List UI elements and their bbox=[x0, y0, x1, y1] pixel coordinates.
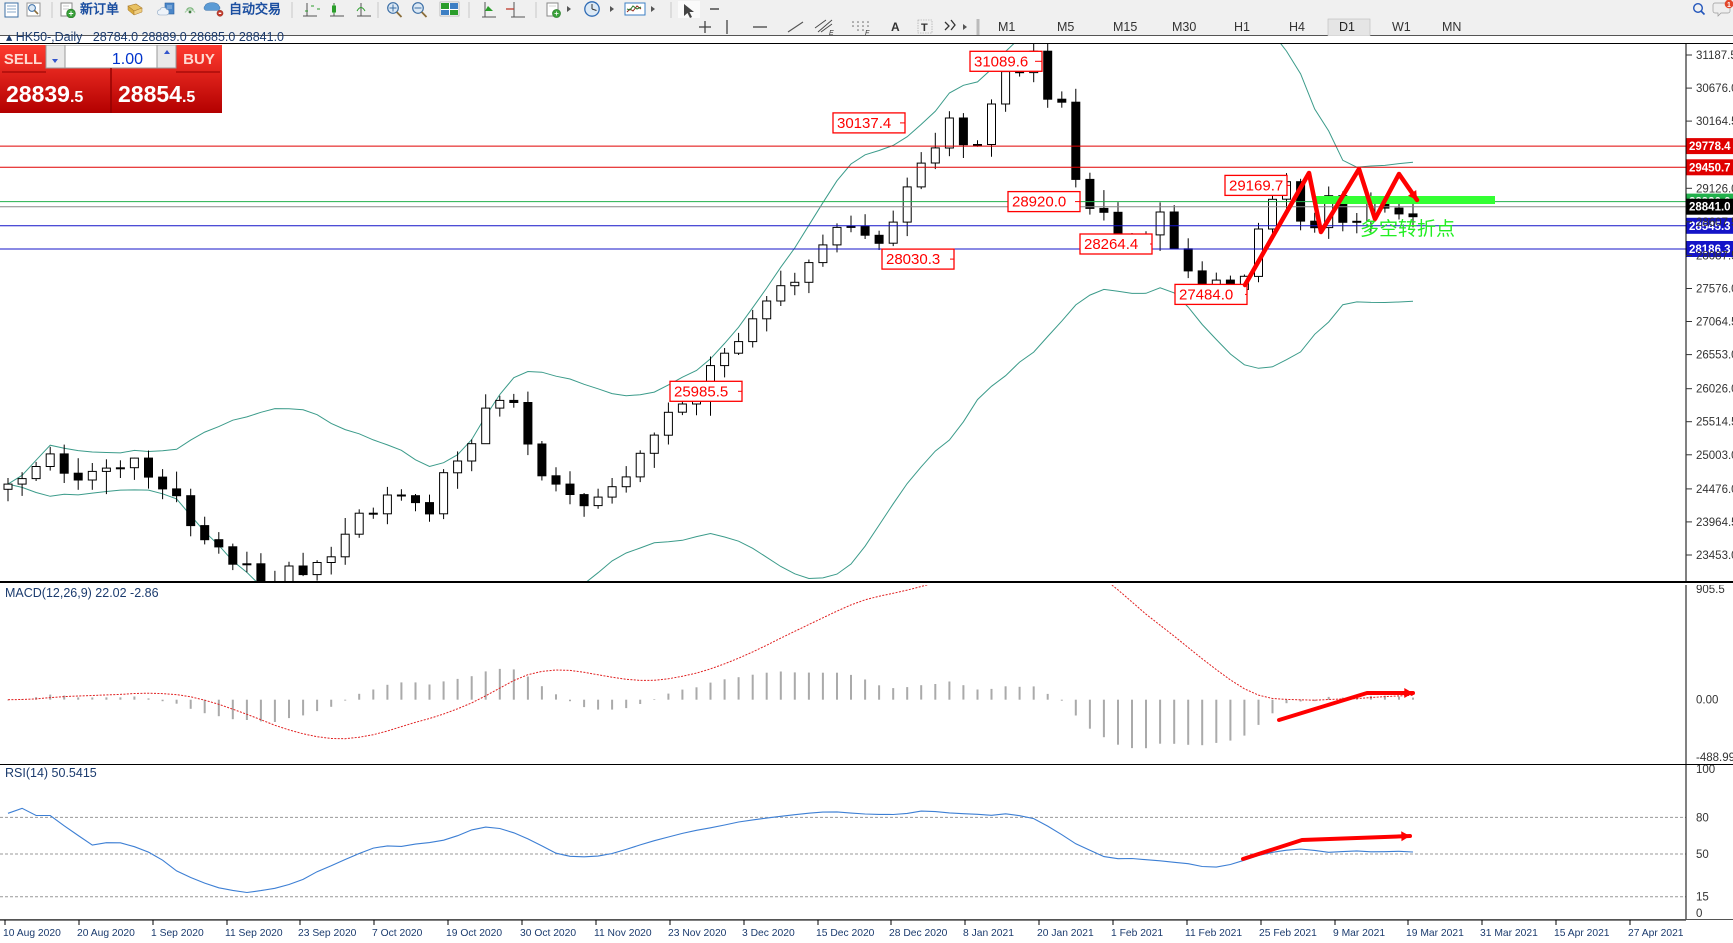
svg-text:SELL: SELL bbox=[4, 51, 42, 68]
svg-text:80: 80 bbox=[1696, 812, 1709, 824]
svg-text:29778.4: 29778.4 bbox=[1689, 141, 1731, 153]
svg-text:27064.5: 27064.5 bbox=[1696, 317, 1733, 329]
svg-text:15 Dec 2020: 15 Dec 2020 bbox=[816, 928, 875, 939]
svg-text:M30: M30 bbox=[1172, 20, 1196, 34]
svg-text:31089.6: 31089.6 bbox=[974, 53, 1028, 70]
svg-text:W1: W1 bbox=[1392, 20, 1411, 34]
svg-text:28030.3: 28030.3 bbox=[886, 251, 940, 268]
svg-text:H1: H1 bbox=[1234, 20, 1250, 34]
svg-text:28087.5: 28087.5 bbox=[1696, 250, 1733, 262]
svg-text:905.5: 905.5 bbox=[1696, 585, 1725, 596]
svg-text:100: 100 bbox=[1696, 765, 1715, 776]
svg-text:30164.5: 30164.5 bbox=[1696, 116, 1733, 128]
svg-text:28920.0: 28920.0 bbox=[1012, 194, 1066, 211]
svg-text:D1: D1 bbox=[1339, 20, 1355, 34]
svg-text:A: A bbox=[891, 20, 900, 34]
svg-text:28607.5: 28607.5 bbox=[1696, 217, 1733, 229]
svg-text:H4: H4 bbox=[1289, 20, 1305, 34]
svg-text:26553.0: 26553.0 bbox=[1696, 350, 1733, 362]
svg-text:15 Apr 2021: 15 Apr 2021 bbox=[1554, 928, 1610, 939]
svg-text:27576.0: 27576.0 bbox=[1696, 284, 1733, 296]
svg-text:自动交易: 自动交易 bbox=[229, 2, 281, 17]
svg-text:27484.0: 27484.0 bbox=[1179, 286, 1233, 303]
svg-text:31187.5: 31187.5 bbox=[1696, 50, 1733, 62]
svg-text:1 Feb 2021: 1 Feb 2021 bbox=[1111, 928, 1163, 939]
svg-text:20 Aug 2020: 20 Aug 2020 bbox=[77, 928, 135, 939]
svg-text:29450.7: 29450.7 bbox=[1689, 162, 1731, 174]
svg-text:28264.4: 28264.4 bbox=[1084, 236, 1138, 253]
svg-text:MACD(12,26,9) 22.02 -2.86: MACD(12,26,9) 22.02 -2.86 bbox=[5, 586, 159, 600]
svg-text:1: 1 bbox=[1727, 2, 1731, 9]
svg-text:11 Feb 2021: 11 Feb 2021 bbox=[1185, 928, 1242, 939]
svg-text:0: 0 bbox=[1696, 908, 1702, 920]
svg-text:8 Jan 2021: 8 Jan 2021 bbox=[963, 928, 1014, 939]
svg-text:25 Feb 2021: 25 Feb 2021 bbox=[1259, 928, 1317, 939]
svg-text:29126.0: 29126.0 bbox=[1696, 183, 1733, 195]
svg-text:RSI(14) 50.5415: RSI(14) 50.5415 bbox=[5, 766, 97, 780]
svg-text:新订单: 新订单 bbox=[80, 2, 119, 17]
svg-text:1 Sep 2020: 1 Sep 2020 bbox=[151, 928, 204, 939]
svg-text:M15: M15 bbox=[1113, 20, 1137, 34]
svg-text:23453.0: 23453.0 bbox=[1696, 550, 1733, 562]
svg-text:23 Sep 2020: 23 Sep 2020 bbox=[298, 928, 357, 939]
svg-text:0.00: 0.00 bbox=[1696, 695, 1718, 707]
svg-text:T: T bbox=[921, 22, 928, 34]
svg-text:28 Dec 2020: 28 Dec 2020 bbox=[889, 928, 948, 939]
svg-text:BUY: BUY bbox=[183, 51, 215, 68]
svg-text:25514.5: 25514.5 bbox=[1696, 417, 1733, 429]
svg-text:19 Oct 2020: 19 Oct 2020 bbox=[446, 928, 502, 939]
svg-text:3 Dec 2020: 3 Dec 2020 bbox=[742, 928, 795, 939]
svg-text:MN: MN bbox=[1442, 20, 1461, 34]
svg-text:31 Mar 2021: 31 Mar 2021 bbox=[1480, 928, 1538, 939]
svg-text:25003.0: 25003.0 bbox=[1696, 450, 1733, 462]
svg-text:50: 50 bbox=[1696, 849, 1709, 861]
svg-text:19 Mar 2021: 19 Mar 2021 bbox=[1406, 928, 1464, 939]
svg-text:11 Nov 2020: 11 Nov 2020 bbox=[594, 928, 652, 939]
svg-text:30 Oct 2020: 30 Oct 2020 bbox=[520, 928, 576, 939]
svg-text:30137.4: 30137.4 bbox=[837, 115, 891, 132]
svg-text:M5: M5 bbox=[1057, 20, 1074, 34]
svg-text:25985.5: 25985.5 bbox=[674, 383, 728, 400]
svg-text:M1: M1 bbox=[998, 20, 1015, 34]
svg-text:27 Apr 2021: 27 Apr 2021 bbox=[1628, 928, 1684, 939]
svg-text:20 Jan 2021: 20 Jan 2021 bbox=[1037, 928, 1094, 939]
svg-text:23 Nov 2020: 23 Nov 2020 bbox=[668, 928, 727, 939]
svg-text:24476.0: 24476.0 bbox=[1696, 484, 1733, 496]
svg-text:23964.5: 23964.5 bbox=[1696, 517, 1733, 529]
svg-text:29169.7: 29169.7 bbox=[1229, 177, 1283, 194]
svg-text:30676.0: 30676.0 bbox=[1696, 83, 1733, 95]
svg-text:15: 15 bbox=[1696, 892, 1709, 904]
svg-text:11 Sep 2020: 11 Sep 2020 bbox=[225, 928, 283, 939]
svg-text:26026.0: 26026.0 bbox=[1696, 384, 1733, 396]
svg-text:1.00: 1.00 bbox=[112, 51, 143, 68]
svg-text:9 Mar 2021: 9 Mar 2021 bbox=[1333, 928, 1385, 939]
svg-text:-488.99: -488.99 bbox=[1696, 752, 1733, 764]
svg-text:多空转折点: 多空转折点 bbox=[1360, 218, 1455, 240]
svg-text:10 Aug 2020: 10 Aug 2020 bbox=[3, 928, 61, 939]
svg-text:28841.0: 28841.0 bbox=[1689, 202, 1731, 214]
svg-text:7 Oct 2020: 7 Oct 2020 bbox=[372, 928, 423, 939]
